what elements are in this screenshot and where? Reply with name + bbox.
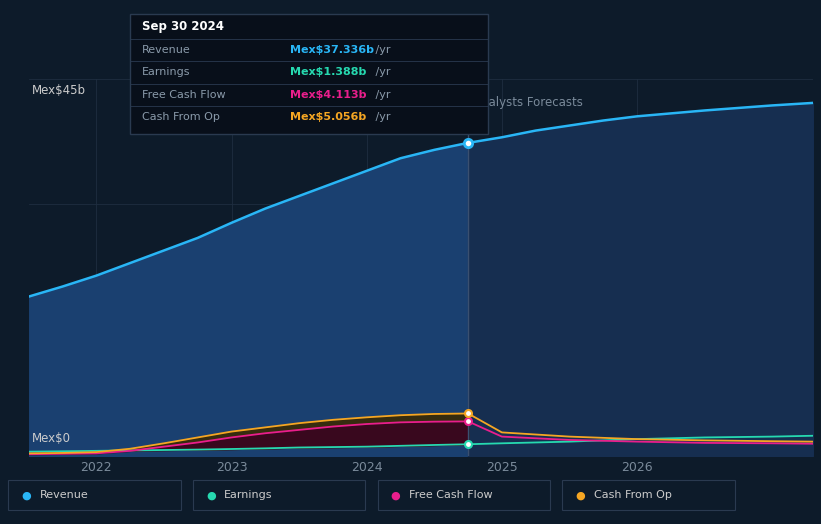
Text: Free Cash Flow: Free Cash Flow xyxy=(409,490,493,500)
Text: Past: Past xyxy=(438,95,463,108)
Text: Mex$5.056b: Mex$5.056b xyxy=(290,112,366,122)
Text: Mex$45b: Mex$45b xyxy=(31,84,85,97)
Text: Free Cash Flow: Free Cash Flow xyxy=(142,90,226,100)
Text: ●: ● xyxy=(391,490,401,500)
Text: Cash From Op: Cash From Op xyxy=(594,490,672,500)
Text: ●: ● xyxy=(576,490,585,500)
Text: /yr: /yr xyxy=(372,112,391,122)
Text: Mex$1.388b: Mex$1.388b xyxy=(290,68,366,78)
Text: Analysts Forecasts: Analysts Forecasts xyxy=(474,95,584,108)
Text: Earnings: Earnings xyxy=(142,68,190,78)
Text: Mex$0: Mex$0 xyxy=(31,432,71,444)
Text: /yr: /yr xyxy=(372,90,391,100)
Text: /yr: /yr xyxy=(372,68,391,78)
Text: Cash From Op: Cash From Op xyxy=(142,112,220,122)
Text: ●: ● xyxy=(21,490,31,500)
Text: Revenue: Revenue xyxy=(142,45,190,55)
Text: Mex$4.113b: Mex$4.113b xyxy=(290,90,366,100)
Text: /yr: /yr xyxy=(372,45,391,55)
Text: Revenue: Revenue xyxy=(39,490,88,500)
Text: Mex$37.336b: Mex$37.336b xyxy=(290,45,374,55)
Text: Sep 30 2024: Sep 30 2024 xyxy=(142,20,224,33)
Text: Earnings: Earnings xyxy=(224,490,273,500)
Text: ●: ● xyxy=(206,490,216,500)
